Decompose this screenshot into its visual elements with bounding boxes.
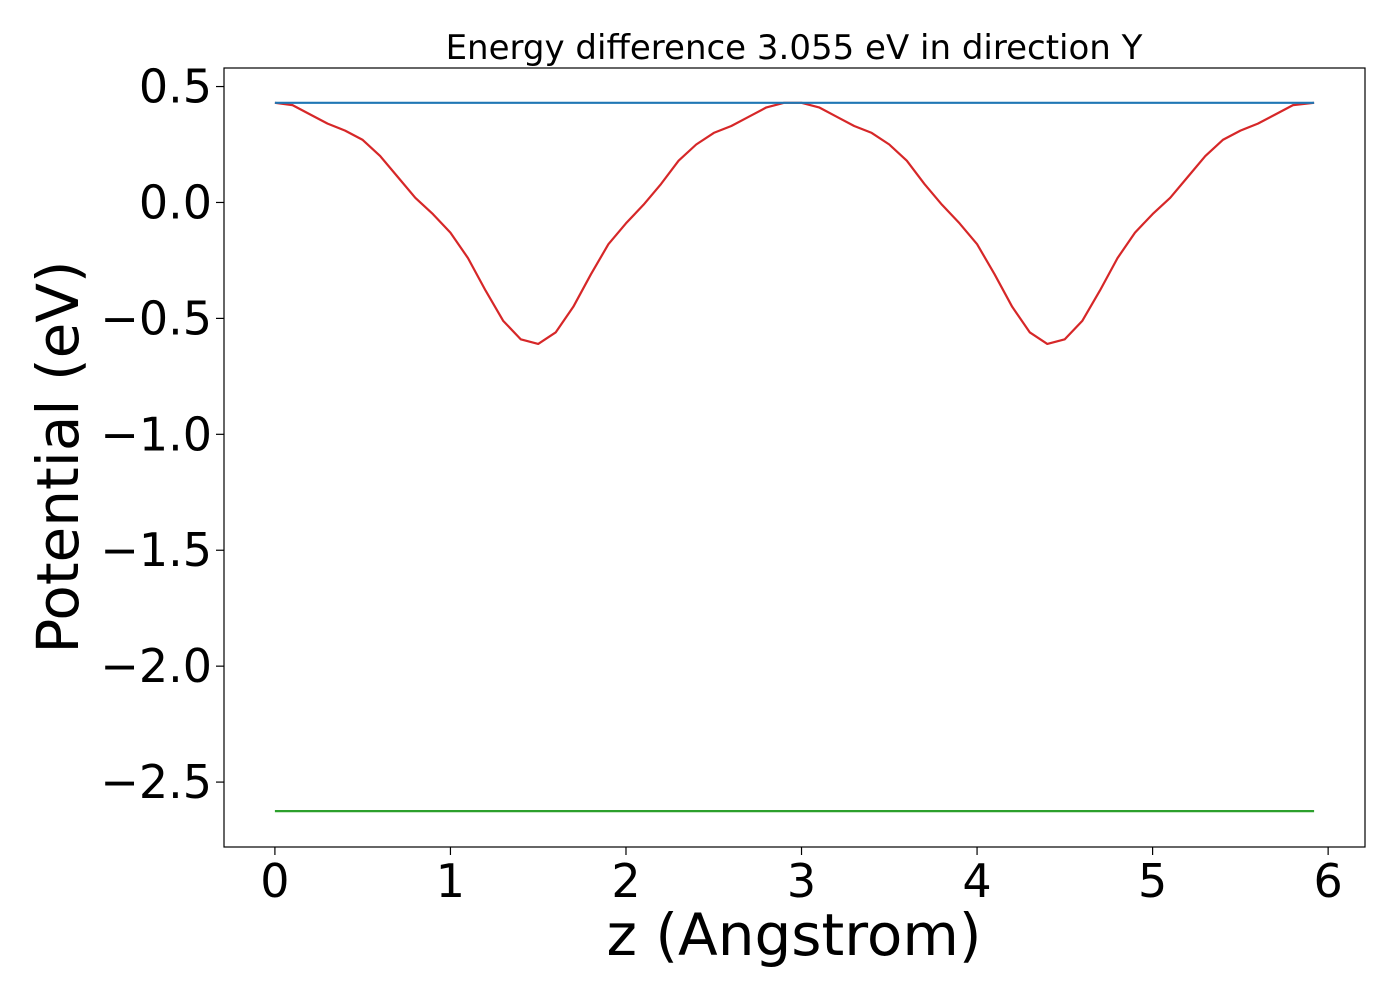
y-tick-label: 0.5 <box>139 60 212 114</box>
x-tick-label: 2 <box>611 854 640 908</box>
chart-title: Energy difference 3.055 eV in direction … <box>446 28 1143 68</box>
x-tick-label: 5 <box>1138 854 1167 908</box>
y-tick-label: −2.0 <box>100 639 212 693</box>
y-axis-ticks: 0.5 0.0 −0.5 −1.0 −1.5 −2.0 −2.5 <box>100 60 224 809</box>
plot-area <box>224 68 1365 847</box>
y-tick-label: 0.0 <box>139 175 212 229</box>
x-axis-label: z (Angstrom) <box>607 901 982 969</box>
plot-frame <box>223 67 1366 848</box>
y-axis-label: Potential (eV) <box>24 260 92 653</box>
x-tick-label: 0 <box>260 854 289 908</box>
x-tick-label: 6 <box>1313 854 1342 908</box>
x-axis-ticks: 0 1 2 3 4 5 6 <box>260 847 1343 908</box>
x-tick-label: 3 <box>787 854 816 908</box>
y-tick-label: −2.5 <box>100 755 212 809</box>
y-tick-label: −1.5 <box>100 523 212 577</box>
x-tick-label: 4 <box>962 854 991 908</box>
y-tick-label: −0.5 <box>100 291 212 345</box>
x-tick-label: 1 <box>436 854 465 908</box>
y-tick-label: −1.0 <box>100 407 212 461</box>
series-layer <box>274 101 1315 813</box>
